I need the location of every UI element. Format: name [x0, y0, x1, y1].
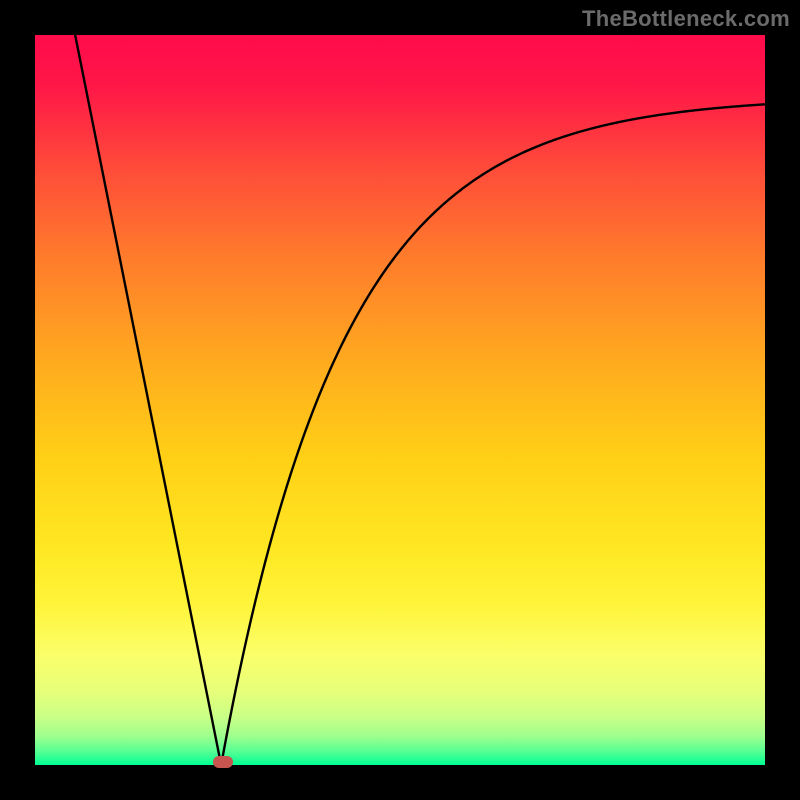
bottleneck-curve	[75, 35, 765, 765]
watermark-text: TheBottleneck.com	[582, 6, 790, 32]
optimum-marker	[213, 756, 233, 768]
curve-svg	[35, 35, 765, 765]
plot-area	[35, 35, 765, 765]
chart-container: TheBottleneck.com	[0, 0, 800, 800]
